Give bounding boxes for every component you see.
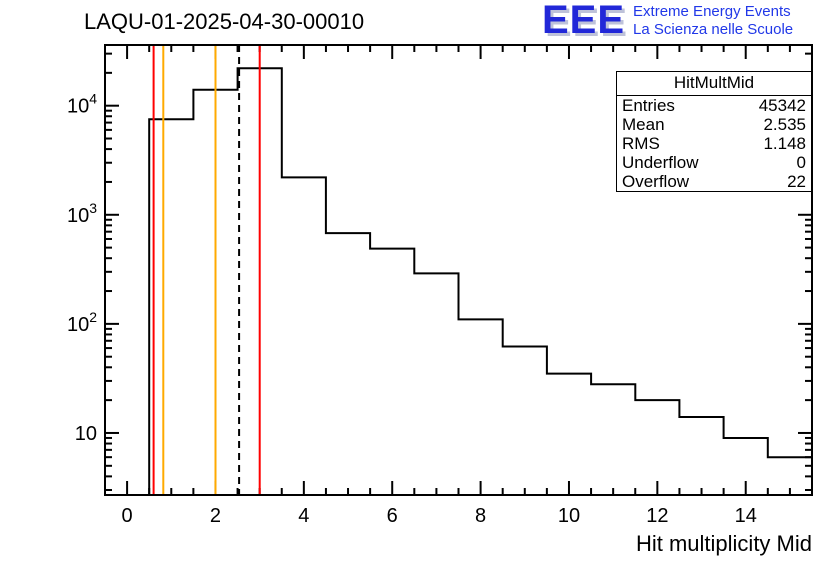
stats-box-title: HitMultMid: [617, 72, 811, 96]
histogram-outline: [148, 67, 812, 495]
stats-value: 0: [796, 153, 806, 172]
stats-value: 2.535: [763, 115, 806, 134]
y-tick-label: 104: [67, 91, 97, 118]
stats-value: 1.148: [763, 134, 806, 153]
stats-label: Mean: [622, 115, 665, 134]
eee-logo-acronym: EEE: [542, 0, 626, 42]
plot-title: LAQU-01-2025-04-30-00010: [84, 9, 365, 34]
stats-row-overflow: Overflow 22: [617, 172, 811, 191]
stats-value: 45342: [758, 96, 806, 115]
x-tick-label: 8: [475, 505, 486, 527]
stats-label: Underflow: [622, 153, 699, 172]
x-tick-label: 2: [210, 505, 221, 527]
histogram-line: [148, 67, 812, 495]
stats-value: 22: [787, 172, 806, 191]
x-tick-label: 10: [558, 505, 580, 527]
stats-label: Entries: [622, 96, 675, 115]
stats-row-rms: RMS 1.148: [617, 134, 811, 153]
logo-tagline-1: Extreme Energy Events: [633, 3, 791, 20]
x-tick-label: 12: [646, 505, 668, 527]
stats-label: Overflow: [622, 172, 690, 191]
stats-row-mean: Mean 2.535: [617, 115, 811, 134]
x-tick-label: 14: [735, 505, 757, 527]
eee-logo-taglines: Extreme Energy Events La Scienza nelle S…: [633, 3, 793, 39]
stats-label: RMS: [622, 134, 660, 153]
stats-box: HitMultMid Entries 45342 Mean 2.535 RMS …: [616, 71, 812, 192]
y-tick-label: 102: [67, 309, 97, 336]
stats-row-underflow: Underflow 0: [617, 153, 811, 172]
plot-frame: [104, 44, 813, 496]
stats-row-entries: Entries 45342: [617, 96, 811, 115]
x-axis-title: Hit multiplicity Mid: [636, 531, 812, 556]
marker-lines: [152, 45, 261, 495]
y-tick-label: 10: [75, 423, 97, 445]
x-tick-label: 4: [298, 505, 309, 527]
x-tick-label: 0: [122, 505, 133, 527]
eee-logo: EEE Extreme Energy Events La Scienza nel…: [542, 0, 793, 42]
x-tick-label: 6: [387, 505, 398, 527]
logo-tagline-2: La Scienza nelle Scuole: [633, 21, 794, 38]
y-tick-label: 103: [67, 200, 97, 227]
